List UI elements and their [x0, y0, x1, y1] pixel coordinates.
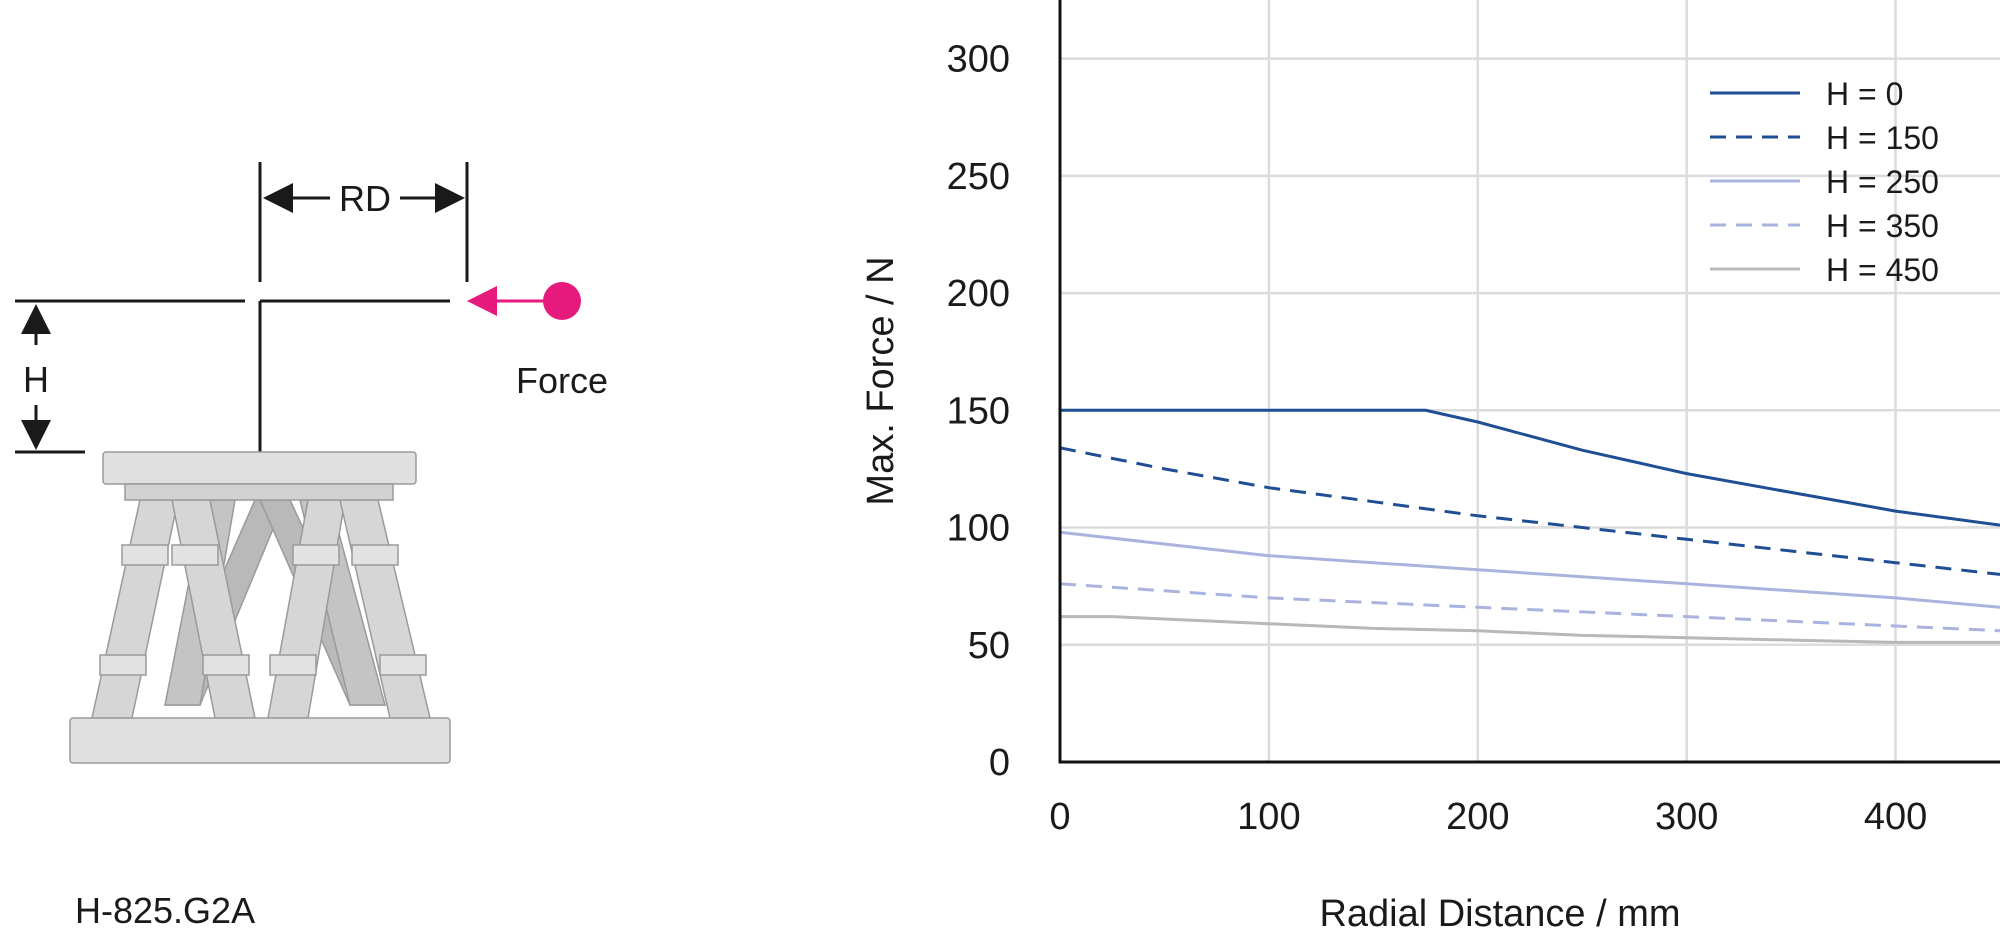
y-tick-label: 300	[947, 39, 1010, 81]
series-line	[1059, 530, 2000, 609]
y-tick-label: 150	[947, 390, 1010, 432]
x-tick-label: 400	[1864, 796, 1927, 838]
x-tick-label: 200	[1446, 796, 1509, 838]
x-tick-labels: 0 100 200 300 400	[1049, 796, 1927, 838]
y-tick-label: 50	[968, 625, 1010, 667]
chart-grid	[1058, 0, 2000, 764]
legend-label: H = 150	[1826, 120, 1939, 156]
series-line	[1059, 446, 2000, 576]
hexapod-diagram: RD H Force H-825.G2A	[15, 162, 608, 929]
legend-label: H = 0	[1826, 76, 1903, 112]
y-tick-label: 100	[947, 508, 1010, 550]
legend-label: H = 350	[1826, 208, 1939, 244]
x-tick-label: 0	[1049, 796, 1070, 838]
x-tick-label: 100	[1237, 796, 1300, 838]
y-tick-label: 250	[947, 156, 1010, 198]
plot-frame	[1058, 0, 2000, 764]
y-tick-label: 0	[989, 742, 1010, 784]
y-axis-label: Max. Force / N	[860, 256, 902, 505]
series-line	[1060, 408, 2000, 527]
force-arrow	[467, 282, 581, 320]
legend-label: H = 450	[1826, 252, 1939, 288]
force-ball	[543, 282, 581, 320]
y-tick-labels: 0 50 100 150 200 250 300	[947, 39, 1010, 784]
series-line	[1059, 582, 2000, 633]
y-tick-label: 200	[947, 273, 1010, 315]
force-label: Force	[516, 360, 608, 401]
x-axis-label: Radial Distance / mm	[1319, 893, 1680, 929]
rd-label: RD	[339, 178, 391, 219]
model-label: H-825.G2A	[75, 890, 255, 929]
series-line	[1060, 615, 2000, 644]
dimension-lines	[15, 162, 469, 454]
chart-series	[1059, 408, 2000, 644]
legend-label: H = 250	[1826, 164, 1939, 200]
h-label: H	[23, 359, 49, 400]
x-tick-label: 300	[1655, 796, 1718, 838]
chart-legend: H = 0 H = 150 H = 250 H = 350 H = 450	[1710, 76, 1939, 288]
hexapod-illustration	[69, 451, 451, 764]
